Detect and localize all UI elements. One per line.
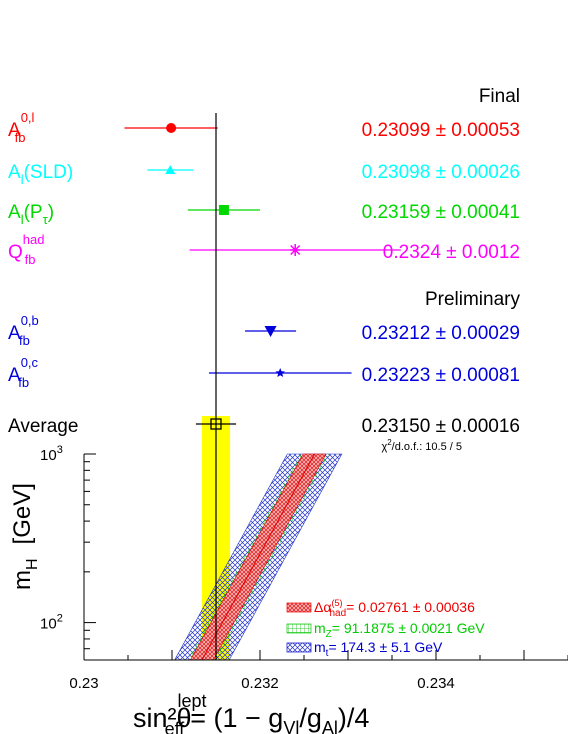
preliminary-label: Preliminary bbox=[425, 289, 521, 310]
measurement-label-sup: 0,b bbox=[21, 313, 39, 328]
measurement-marker bbox=[275, 368, 285, 377]
legend-entry-symbol: m bbox=[314, 620, 326, 636]
legend-swatch bbox=[286, 642, 312, 653]
legend-entry: Δα(5) had= 0.02761 ± 0.00036 bbox=[314, 598, 475, 619]
y-axis-label-unit: [GeV] bbox=[9, 483, 36, 544]
measurement-label: Al(SLD) bbox=[8, 162, 73, 187]
legend-entry-sup: (5) bbox=[331, 598, 342, 608]
measurement-label-suffix: (SLD) bbox=[24, 162, 74, 183]
average-row: Average 0.23150 ± 0.00016 χ2/d.o.f.: 10.… bbox=[8, 416, 520, 453]
measurement-label-name: A bbox=[8, 120, 21, 141]
y-axis-label-m: m bbox=[9, 570, 36, 590]
measurement-value-text: 0.2324 ± 0.0012 bbox=[383, 242, 520, 263]
legend-entry-value: = 0.02761 ± 0.00036 bbox=[346, 599, 475, 615]
measurement-label-name: Q bbox=[8, 242, 23, 263]
measurement-label-sup: had bbox=[23, 232, 45, 247]
measurement-label: Qhad fb bbox=[8, 232, 44, 267]
average-value-text: 0.23150 ± 0.00016 bbox=[362, 416, 520, 437]
y-tick-label-exp: 2 bbox=[57, 613, 63, 625]
measurement-label-name: A bbox=[8, 323, 21, 344]
y-tick-label: 103 bbox=[40, 444, 63, 464]
legend-entry-sub: Z bbox=[326, 629, 332, 640]
measurement-marks bbox=[124, 113, 401, 660]
measurement-label-sub: fb bbox=[15, 130, 26, 145]
measurement-label: Al(Pτ) bbox=[8, 202, 54, 227]
x-axis-label-sub2: Vl bbox=[283, 718, 299, 734]
measurement-label: A0,c fb bbox=[8, 355, 39, 390]
measurement-label-name: A bbox=[8, 202, 21, 223]
x-axis-label-end: )/4 bbox=[338, 703, 370, 733]
legend-entry: mZ= 91.1875 ± 0.0021 GeV bbox=[314, 620, 485, 640]
final-label: Final bbox=[479, 86, 520, 107]
legend-swatch bbox=[286, 623, 312, 634]
measurement-label-sub: l bbox=[21, 172, 24, 187]
measurement-marker bbox=[264, 326, 277, 337]
sm-band-center bbox=[201, 453, 315, 661]
y-axis-label: mH [GeV] bbox=[9, 483, 41, 590]
x-axis-label-sup: lept bbox=[178, 691, 207, 711]
x-axis-label-rest: = (1 − g bbox=[190, 703, 283, 733]
measurement-value-text: 0.23223 ± 0.00081 bbox=[362, 365, 520, 386]
measurement-marker bbox=[290, 244, 301, 256]
measurement-marker bbox=[166, 123, 177, 133]
x-axis-label-sub3: Al bbox=[322, 718, 338, 734]
x-tick-label: 0.234 bbox=[417, 675, 455, 692]
legend-swatch bbox=[286, 602, 312, 613]
measurement-label-suffix-end: ) bbox=[48, 202, 54, 223]
measurement-value-text: 0.23098 ± 0.00026 bbox=[362, 162, 520, 183]
x-axis-label-sin: sin²θ bbox=[133, 703, 192, 733]
measurement-value-text: 0.23159 ± 0.00041 bbox=[362, 202, 520, 223]
measurement-marker bbox=[218, 205, 229, 215]
x-tick-label: 0.23 bbox=[69, 675, 98, 692]
y-tick-label-base: 10 bbox=[40, 616, 57, 633]
measurement-label-suffix: (P bbox=[24, 202, 43, 223]
measurement-label-sup: 0,l bbox=[21, 110, 35, 125]
x-axis-label-sub: eff bbox=[165, 719, 186, 734]
x-axis-label: sin²θlept eff = (1 − gVl/gAl)/4 bbox=[133, 691, 369, 734]
average-label: Average bbox=[8, 416, 78, 437]
measurement-label-sup: 0,c bbox=[21, 355, 39, 370]
y-axis-label-sub: H bbox=[24, 558, 41, 570]
measurement-value-text: 0.23212 ± 0.00029 bbox=[362, 323, 520, 344]
measurement-label: A0,b fb bbox=[8, 313, 39, 348]
x-axis-label-mid: /g bbox=[299, 703, 322, 733]
measurement-label-sub: l bbox=[21, 212, 24, 227]
y-tick-label-exp: 3 bbox=[57, 444, 63, 456]
average-marker bbox=[210, 418, 222, 430]
chi2-exponent: 2 bbox=[387, 438, 392, 447]
legend-entry: mt= 174.3 ± 5.1 GeV bbox=[314, 639, 443, 659]
measurement-label-sub: fb bbox=[19, 333, 30, 348]
legend-entry-value: = 91.1875 ± 0.0021 GeV bbox=[332, 620, 486, 636]
y-tick-label: 102 bbox=[40, 613, 63, 633]
measurement-value-text: 0.23099 ± 0.00053 bbox=[362, 120, 520, 141]
measurement-label-name: A bbox=[8, 365, 21, 386]
legend-entry-sub: had bbox=[329, 608, 346, 619]
legend-entry-symbol: m bbox=[314, 639, 326, 655]
measurement-label-suffix-sub: τ bbox=[43, 212, 49, 227]
chi2-symbol: χ bbox=[381, 441, 387, 453]
measurement-label: A0,l fb bbox=[8, 110, 35, 145]
x-tick-label: 0.232 bbox=[241, 675, 279, 692]
measurement-label-sub: fb bbox=[25, 252, 36, 267]
measurement-marker bbox=[165, 165, 176, 174]
measurement-label-sub: fb bbox=[18, 375, 29, 390]
x-ticks: 0.23 0.232 0.234 bbox=[69, 650, 568, 692]
legend-entry-symbol: Δα bbox=[314, 599, 331, 615]
y-tick-label-base: 10 bbox=[40, 447, 57, 464]
legend-entry-sub: t bbox=[326, 648, 329, 659]
chi2-text: χ2/d.o.f.: 10.5 / 5 bbox=[381, 438, 462, 453]
chi2-rest: /d.o.f.: 10.5 / 5 bbox=[392, 441, 462, 453]
measurement-label-name: A bbox=[8, 162, 21, 183]
legend-entry-value: = 174.3 ± 5.1 GeV bbox=[328, 639, 443, 655]
